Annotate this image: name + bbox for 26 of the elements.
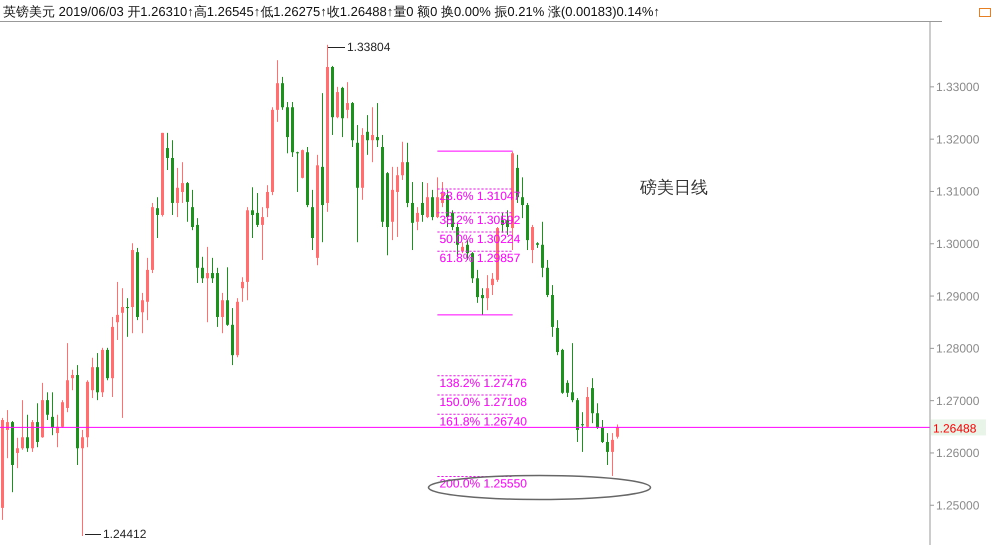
candlestick — [376, 103, 379, 147]
y-tick-label: 1.29000 — [936, 289, 980, 304]
candlestick — [121, 288, 124, 418]
ref-line-label: 138.2% 1.27476 — [440, 376, 528, 390]
y-tick-label: 1.32000 — [936, 132, 980, 146]
y-tick-label: 1.30000 — [936, 237, 980, 252]
candlestick — [81, 430, 84, 536]
annotation: 磅美日线 — [640, 177, 708, 199]
ref-line-label: 1.26488 — [933, 421, 977, 436]
candlestick — [296, 152, 299, 192]
chart-title: 英镑美元 2019/06/03 开1.26310↑高1.26545↑低1.26275↑收1.26488↑量0 额0 换0.00% 振0.21% 涨(0.00183)0.14%↑ — [3, 3, 660, 21]
ref-line-label: 161.8% 1.26740 — [440, 414, 528, 428]
y-tick-label: 1.27000 — [936, 394, 980, 408]
annotation: 1.33804 — [347, 40, 390, 54]
candlestick — [206, 246, 209, 322]
ref-line-label: 150.0% 1.27108 — [440, 395, 528, 410]
candlestick — [371, 107, 374, 162]
candlestick — [581, 412, 584, 452]
candlestick — [126, 298, 129, 337]
y-tick-label: 1.28000 — [936, 342, 980, 356]
y-tick-label: 1.25000 — [936, 498, 980, 513]
candlestick — [251, 187, 254, 238]
y-tick-label: 1.33000 — [936, 80, 980, 94]
y-tick-label: 1.31000 — [936, 184, 980, 199]
y-tick-label: 1.26000 — [936, 446, 980, 460]
annotation: 1.24412 — [103, 527, 146, 541]
